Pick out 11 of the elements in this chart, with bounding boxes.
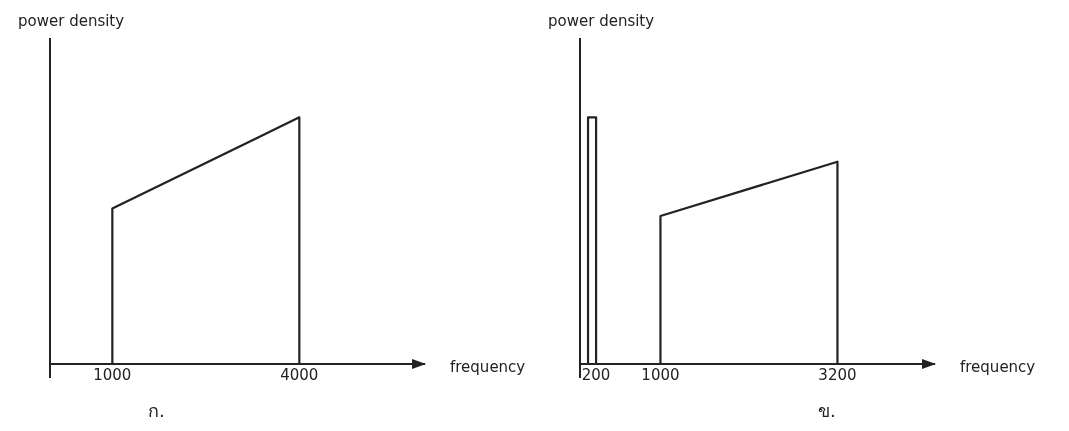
x-axis-title: frequency	[960, 358, 1036, 376]
x-axis-title: frequency	[450, 358, 526, 376]
y-axis-title: power density	[18, 12, 125, 30]
y-axis-title: power density	[548, 12, 655, 30]
x-tick-label: 4000	[280, 365, 319, 384]
text: ก.	[148, 399, 165, 423]
x-tick-label: 200	[581, 365, 611, 384]
text: ข.	[818, 399, 836, 423]
x-tick-label: 3200	[818, 365, 857, 384]
x-tick-label: 1000	[93, 365, 132, 384]
x-tick-label: 1000	[641, 365, 680, 384]
